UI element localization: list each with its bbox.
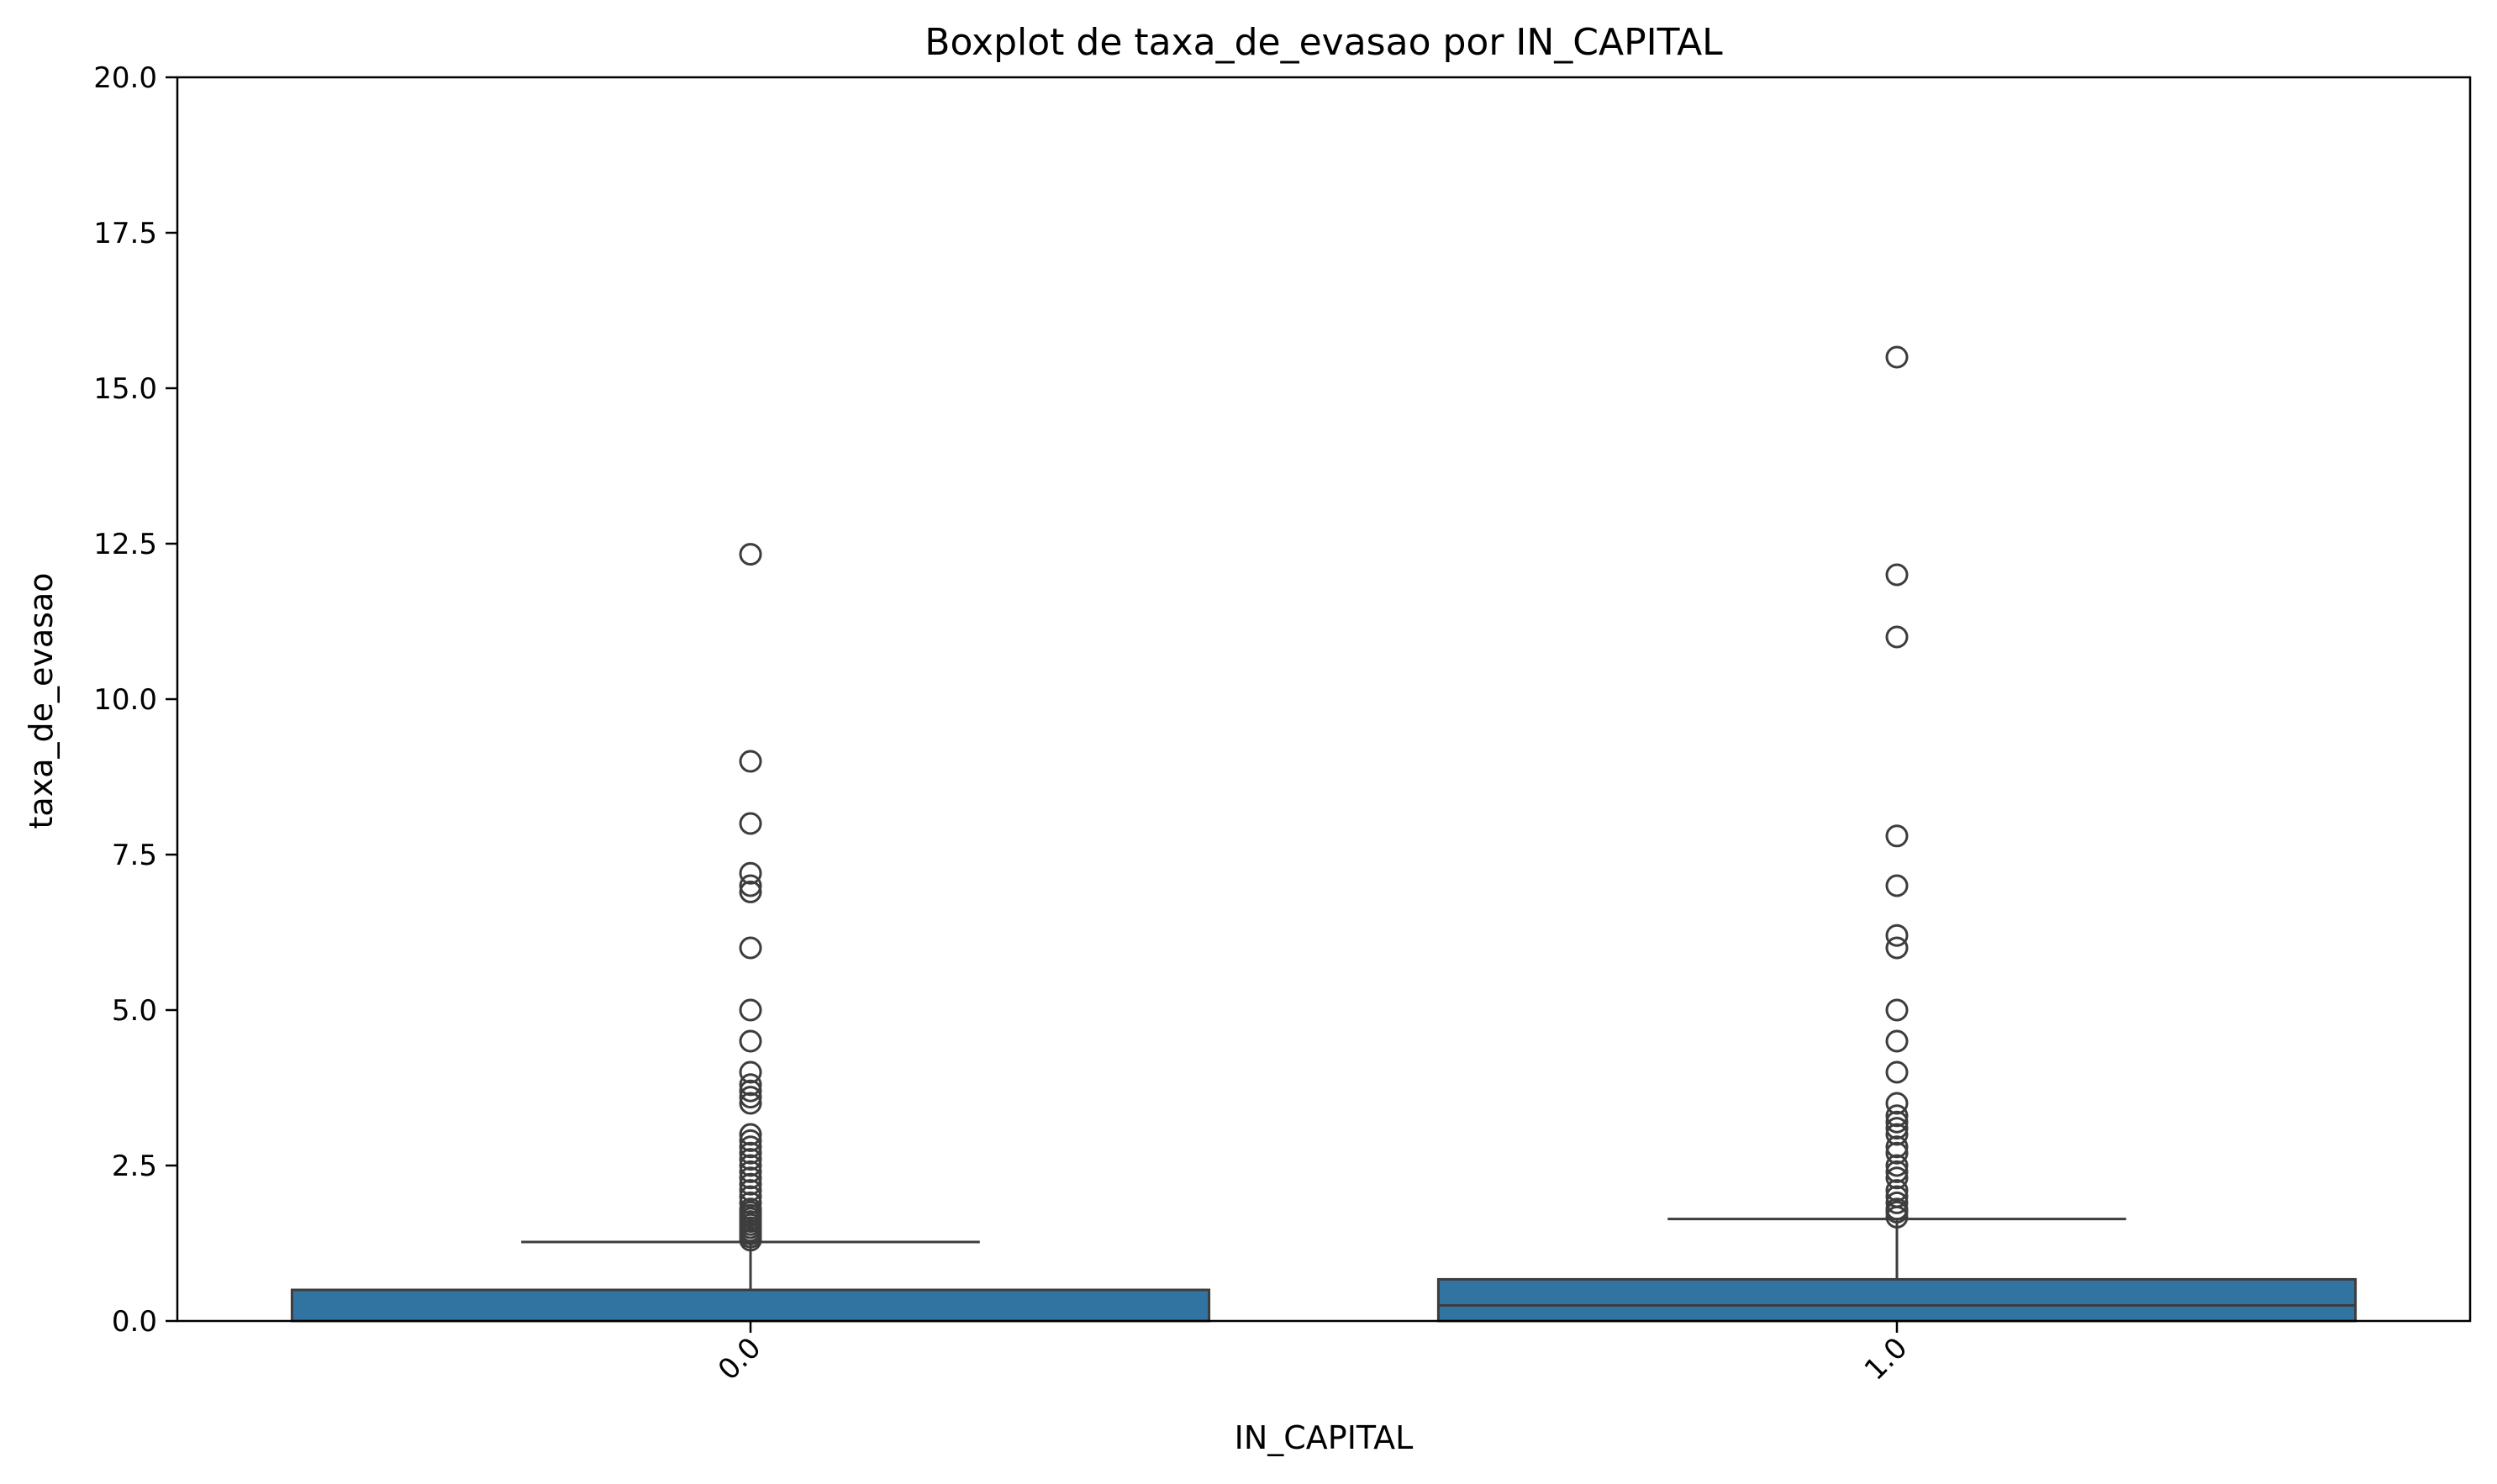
outlier-point (739, 1166, 762, 1190)
outlier-point (1885, 625, 1909, 649)
y-tick-label: 7.5 (112, 839, 157, 872)
outlier-point (1885, 1135, 1909, 1159)
outlier-point (1885, 1123, 1909, 1146)
outlier-point (739, 880, 762, 903)
outlier-point (1885, 1060, 1909, 1084)
outlier-point (1885, 924, 1909, 947)
y-axis: 0.0 2.5 5.0 7.5 10.0 12.5 15.0 17.5 20.0 (93, 61, 177, 1339)
box-group-1.0 (1436, 345, 2357, 1323)
outlier-point (1885, 1117, 1909, 1140)
x-tick-label: 1.0 (1858, 1331, 1915, 1387)
outlier-point (739, 1135, 762, 1159)
x-tick-label: 0.0 (712, 1331, 768, 1387)
outlier-point (739, 1092, 762, 1115)
outlier-point (739, 998, 762, 1022)
outlier-point (1885, 563, 1909, 587)
outlier-point (739, 1185, 762, 1208)
outlier-point (1885, 1185, 1909, 1208)
outlier-point (1885, 936, 1909, 960)
y-tick-label: 5.0 (112, 994, 157, 1028)
outlier-point (739, 1060, 762, 1084)
y-tick-label: 12.5 (93, 528, 157, 561)
outlier-point (1885, 824, 1909, 848)
outlier-point (1885, 998, 1909, 1022)
outlier-point (739, 543, 762, 566)
outlier-point (739, 1160, 762, 1183)
plot-area (176, 76, 2472, 1323)
outlier-point (739, 1029, 762, 1053)
chart-title: Boxplot de taxa_de_evasao por IN_CAPITAL (925, 21, 1723, 64)
y-tick-label: 17.5 (93, 217, 157, 250)
outlier-point (1885, 345, 1909, 369)
box-iqr (290, 1288, 1211, 1323)
outlier-point (739, 874, 762, 897)
outlier-point (1885, 1110, 1909, 1134)
outlier-point (739, 1129, 762, 1152)
outlier-point (739, 936, 762, 960)
box-group-0.0 (290, 543, 1211, 1323)
outlier-point (739, 812, 762, 835)
outlier-point (739, 1154, 762, 1177)
outlier-point (1885, 1160, 1909, 1183)
outlier-point (739, 1073, 762, 1097)
outlier-point (1885, 1029, 1909, 1053)
outlier-point (739, 1191, 762, 1214)
y-tick-label: 15.0 (93, 372, 157, 406)
plot-frame (176, 76, 2472, 1323)
y-tick-label: 0.0 (112, 1305, 157, 1339)
outlier-point (739, 1123, 762, 1146)
outlier-point (739, 1172, 762, 1196)
x-axis: 0.0 1.0 (712, 1321, 1915, 1387)
outlier-point (1885, 1197, 1909, 1221)
outlier-point (1885, 1179, 1909, 1202)
outlier-point (1885, 1141, 1909, 1165)
outlier-point (1885, 1154, 1909, 1177)
outlier-point (739, 1197, 762, 1221)
box-iqr (1436, 1277, 2357, 1323)
y-tick-label: 2.5 (112, 1150, 157, 1183)
outlier-point (1885, 874, 1909, 897)
outlier-point (1885, 1166, 1909, 1190)
y-tick-label: 20.0 (93, 61, 157, 95)
outlier-point (739, 861, 762, 885)
outlier-point (739, 1179, 762, 1202)
x-axis-title: IN_CAPITAL (1235, 1419, 1414, 1456)
y-tick-label: 10.0 (93, 683, 157, 717)
outlier-point (1885, 1092, 1909, 1115)
outlier-point (739, 1086, 762, 1109)
outlier-point (739, 1141, 762, 1165)
outlier-point (1885, 1191, 1909, 1214)
outlier-point (739, 750, 762, 773)
y-axis-title: taxa_de_evasao (23, 573, 60, 829)
outlier-point (739, 1079, 762, 1102)
outlier-point (1885, 1104, 1909, 1128)
outlier-point (739, 1148, 762, 1171)
